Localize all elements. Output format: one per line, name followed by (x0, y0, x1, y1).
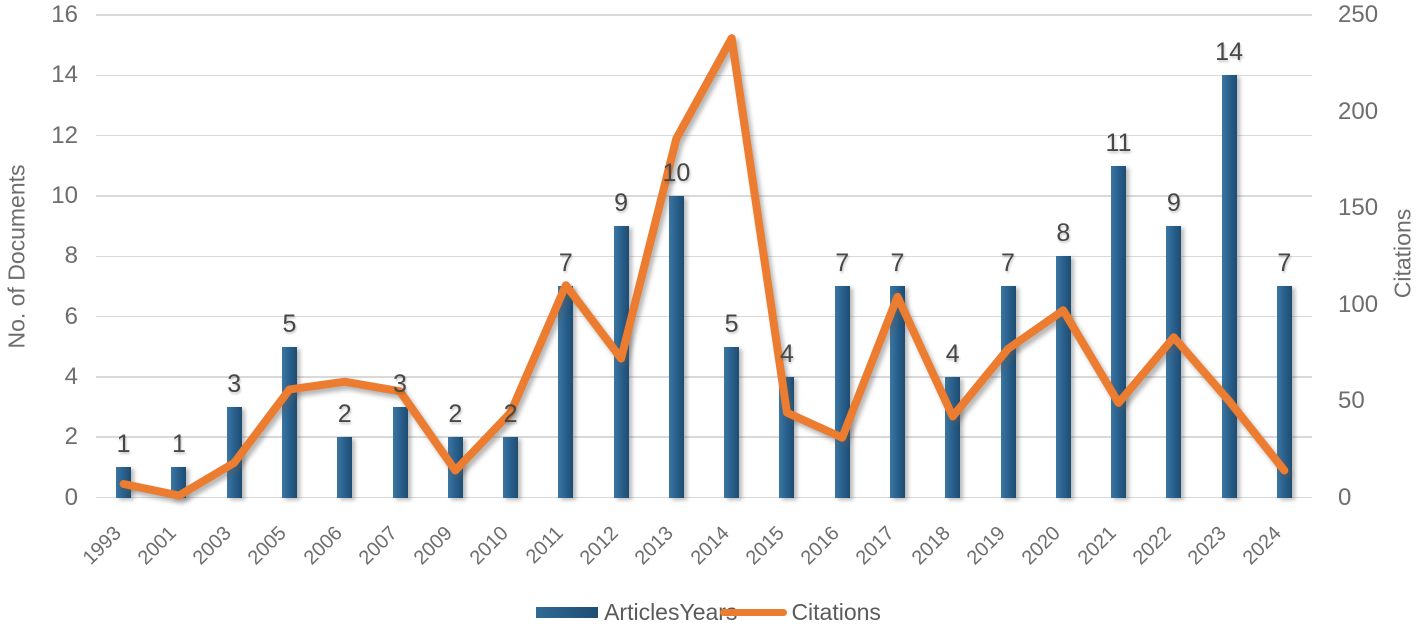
bar-value-label: 10 (662, 158, 691, 187)
bar-value-label: 7 (1277, 249, 1292, 278)
bar-value-label: 2 (337, 400, 352, 429)
right-axis-title: Citations (1389, 208, 1416, 299)
citations-legend-label: Citations (791, 599, 881, 625)
bar-2022[interactable] (1166, 226, 1182, 498)
citations-legend-swatch-icon (720, 608, 788, 616)
gridline (96, 496, 1312, 499)
bar-2005[interactable] (281, 346, 297, 498)
left-axis-title: No. of Documents (3, 164, 30, 349)
bar-value-label: 5 (282, 309, 297, 338)
bar-value-label: 7 (835, 249, 850, 278)
gridline (96, 315, 1312, 318)
gridline (96, 376, 1312, 378)
bar-value-label: 4 (779, 339, 794, 368)
gridline (96, 134, 1312, 137)
bar-2014[interactable] (724, 346, 740, 498)
articles-legend-swatch-icon (536, 606, 599, 618)
bar-2013[interactable] (668, 195, 684, 498)
bar-2003[interactable] (226, 407, 242, 498)
gridline (96, 195, 1312, 197)
right-axis-tick: 0 (1338, 483, 1352, 511)
bar-2007[interactable] (392, 407, 408, 498)
articles-legend-label: ArticlesYears (604, 599, 738, 625)
left-axis-tick: 16 (51, 1, 78, 28)
bar-value-label: 7 (890, 249, 905, 278)
bar-value-label: 9 (614, 189, 629, 218)
bar-value-label: 1 (116, 430, 131, 459)
gridline (96, 255, 1312, 257)
left-axis-tick: 4 (64, 362, 78, 390)
bar-value-label: 2 (448, 400, 463, 429)
bar-2011[interactable] (558, 286, 574, 498)
bar-value-label: 3 (227, 370, 242, 399)
bar-value-label: 7 (558, 249, 573, 278)
right-axis-tick: 200 (1338, 97, 1379, 125)
legend: ArticlesYears Citations (0, 596, 1417, 628)
right-axis-tick: 100 (1338, 290, 1379, 318)
right-axis-tick: 250 (1338, 1, 1379, 28)
bar-value-label: 14 (1215, 38, 1243, 67)
right-axis-tick: 50 (1338, 387, 1365, 414)
bar-value-label: 8 (1056, 219, 1071, 248)
bar-value-label: 2 (503, 400, 518, 429)
bar-2016[interactable] (834, 286, 850, 498)
left-axis-tick: 0 (64, 483, 78, 511)
bar-value-label: 11 (1105, 128, 1132, 157)
gridline (96, 74, 1312, 77)
bar-value-label: 7 (1001, 249, 1015, 278)
left-axis-tick: 12 (51, 121, 78, 149)
bar-2010[interactable] (503, 437, 519, 498)
gridline (96, 436, 1312, 438)
bar-2021[interactable] (1111, 165, 1127, 498)
bar-2024[interactable] (1276, 286, 1292, 498)
left-axis-tick: 2 (64, 423, 78, 451)
bar-2019[interactable] (1000, 286, 1016, 498)
bar-value-label: 4 (945, 339, 960, 368)
bar-2017[interactable] (889, 286, 905, 498)
bar-value-label: 3 (393, 370, 407, 399)
bar-value-label: 1 (171, 430, 186, 459)
bar-value-label: 5 (724, 309, 739, 338)
left-axis-tick: 10 (51, 181, 78, 209)
left-axis-tick: 14 (51, 61, 78, 89)
right-axis-tick: 150 (1338, 194, 1379, 221)
bar-2006[interactable] (337, 437, 353, 498)
bar-value-label: 9 (1166, 189, 1181, 218)
legend-item-citations[interactable]: Citations (720, 598, 881, 626)
left-axis-tick: 6 (64, 302, 78, 330)
left-axis-tick: 8 (64, 242, 78, 270)
legend-item-articles[interactable]: ArticlesYears (536, 598, 737, 626)
citations-line[interactable] (119, 34, 1289, 500)
gridline (96, 14, 1312, 16)
